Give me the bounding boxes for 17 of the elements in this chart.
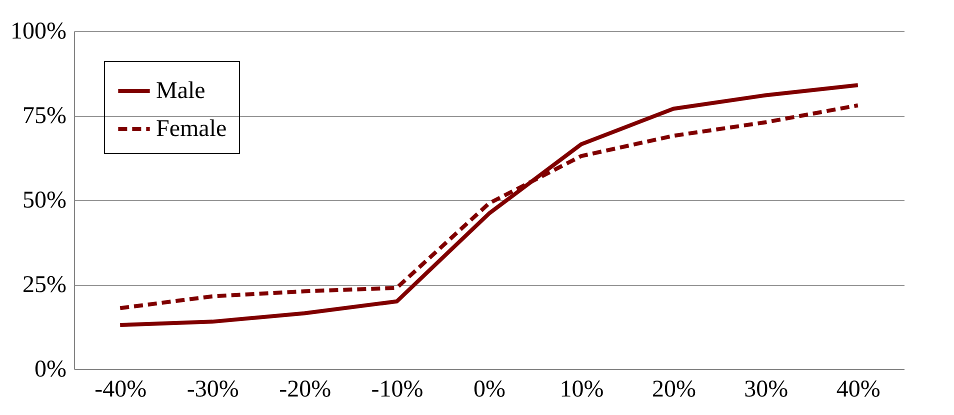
y-tick-label: 75% [22,103,66,129]
legend-label: Female [156,116,227,142]
x-tick-label: -10% [371,376,424,402]
legend-label: Male [156,78,206,104]
x-tick-label: 30% [744,376,788,402]
line-series [118,83,860,328]
y-tick-label: 0% [34,356,66,382]
x-tick-label: -30% [186,376,239,402]
x-tick-label: 0% [474,376,506,402]
y-tick-label: 50% [22,188,66,214]
x-tick-label: 40% [836,376,880,402]
x-tick-label: -40% [94,376,147,402]
y-tick-label: 100% [10,18,66,44]
x-tick-label: 10% [560,376,604,402]
y-tick-label: 25% [22,272,66,298]
x-tick-label: 20% [652,376,696,402]
x-tick-label: -20% [279,376,332,402]
